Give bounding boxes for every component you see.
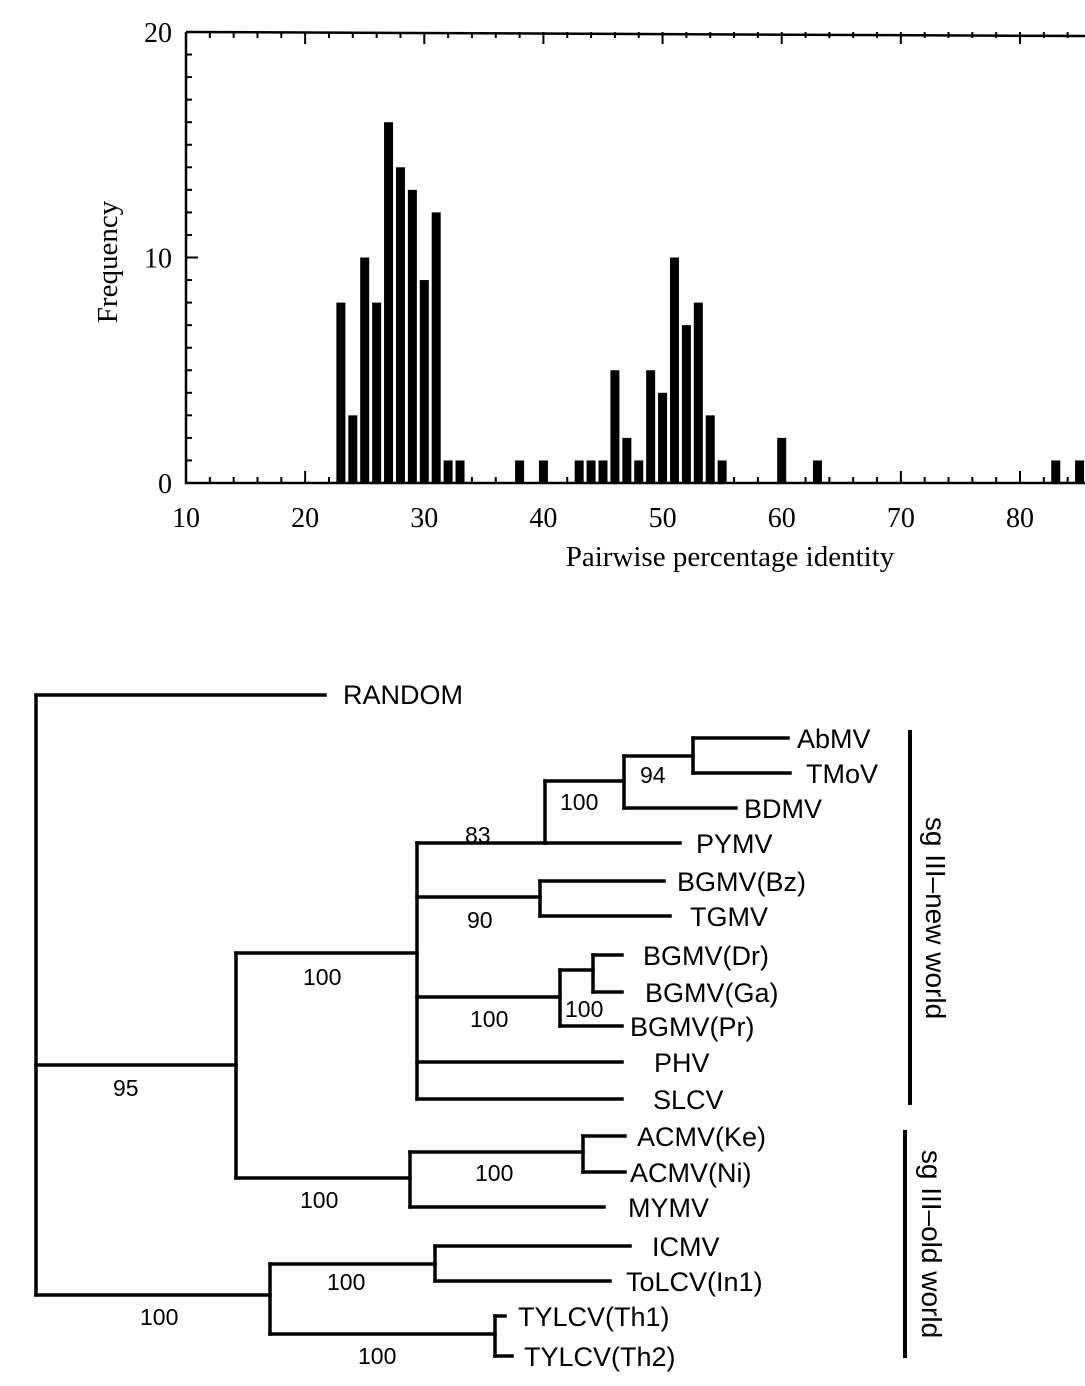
histogram-ticks (186, 32, 1069, 483)
histogram-bar (384, 122, 394, 483)
x-tick-label: 10 (172, 503, 200, 534)
x-tick-label: 70 (887, 503, 915, 534)
histogram-bar (1075, 460, 1085, 483)
support-value: 100 (300, 1187, 338, 1213)
histogram-bar (681, 325, 691, 483)
support-value: 83 (465, 822, 491, 848)
leaf-label: AbMV (797, 724, 871, 754)
histogram-bar (407, 189, 417, 483)
x-tick-label: 60 (768, 503, 796, 534)
leaf-label: MYMV (628, 1193, 709, 1223)
histogram-bar (812, 460, 822, 483)
leaf-label: BDMV (744, 794, 822, 824)
y-tick-label: 10 (144, 244, 172, 275)
clade-label-old-world: sg III–old world (916, 1150, 947, 1338)
histogram-bar (360, 257, 370, 483)
histogram-bar (646, 370, 656, 483)
leaf-label: TGMV (690, 902, 768, 932)
histogram-bar (443, 460, 453, 483)
leaf-label: TMoV (806, 759, 878, 789)
y-axis-title: Frequency (92, 200, 124, 323)
histogram-bar (586, 460, 596, 483)
histogram-bar (455, 460, 465, 483)
histogram-bar (336, 302, 346, 483)
x-tick-label: 30 (410, 503, 438, 534)
support-value: 100 (565, 996, 603, 1022)
histogram-bar (395, 167, 405, 484)
histogram-bar (622, 437, 632, 483)
support-value: 100 (327, 1269, 365, 1295)
x-tick-label: 20 (291, 503, 319, 534)
histogram-bar (598, 460, 608, 483)
support-value: 95 (113, 1075, 139, 1101)
leaf-label: ICMV (652, 1232, 720, 1262)
histogram-bar (717, 460, 727, 483)
histogram-bar (574, 460, 584, 483)
leaf-label: BGMV(Dr) (643, 941, 769, 971)
histogram-bar (1051, 460, 1061, 483)
histogram-bar (669, 257, 679, 483)
histogram-bar (431, 212, 441, 483)
leaf-label: BGMV(Pr) (630, 1012, 755, 1042)
x-tick-label: 40 (529, 503, 557, 534)
x-tick-label: 50 (649, 503, 677, 534)
histogram-bar (658, 392, 668, 483)
clade-label-new-world: sg III–new world (920, 817, 951, 1019)
support-value: 100 (470, 1006, 508, 1032)
histogram-bar (777, 437, 787, 483)
histogram-bar (634, 460, 644, 483)
leaf-label: SLCV (653, 1085, 724, 1115)
support-value: 100 (358, 1343, 396, 1369)
support-value: 100 (303, 964, 341, 990)
histogram-bar (348, 415, 358, 483)
support-value: 94 (640, 762, 666, 788)
leaf-label: PHV (654, 1048, 710, 1078)
leaf-label: PYMV (696, 829, 773, 859)
histogram-bar (693, 302, 703, 483)
leaf-label: ToLCV(In1) (626, 1267, 763, 1297)
x-tick-label: 80 (1006, 503, 1034, 534)
histogram-bar (515, 460, 525, 483)
top-frame-line (185, 30, 1085, 38)
histogram-bars (336, 122, 1085, 484)
histogram-bar (419, 280, 429, 483)
x-and-y-axis-lines (184, 32, 1085, 485)
leaf-label-random: RANDOM (343, 680, 463, 710)
histogram-bar (538, 460, 548, 483)
histogram-bar (610, 370, 620, 483)
leaf-label: ACMV(Ke) (637, 1122, 766, 1152)
phylogenetic-tree: RANDOM AbMV TMoV BDMV PYMV BGMV(Bz) TGMV BGMV(D… (34, 680, 951, 1372)
support-value: 90 (467, 907, 493, 933)
tree-leaf-labels: RANDOM AbMV TMoV BDMV PYMV BGMV(Bz) TGMV BGMV(D… (343, 680, 878, 1372)
leaf-label: BGMV(Ga) (645, 978, 779, 1008)
tree-clade-bars: sg III–new world sg III–old world (903, 730, 951, 1358)
support-value: 100 (560, 789, 598, 815)
support-value: 100 (140, 1304, 178, 1330)
tree-branches (34, 693, 792, 1358)
leaf-label: TYLCV(Th2) (524, 1342, 676, 1372)
leaf-label: TYLCV(Th1) (518, 1302, 670, 1332)
histogram-bar (372, 302, 382, 483)
histogram-axes (184, 30, 1085, 485)
y-tick-label: 0 (158, 469, 172, 500)
tree-support-values: 94 100 83 90 100 100 100 100 95 100 100 100 100 (113, 762, 666, 1369)
leaf-label: BGMV(Bz) (677, 867, 806, 897)
histogram-bar (705, 415, 715, 483)
support-value: 100 (475, 1160, 513, 1186)
y-tick-label: 20 (144, 18, 172, 49)
x-axis-title: Pairwise percentage identity (566, 541, 895, 573)
leaf-label: ACMV(Ni) (630, 1158, 752, 1188)
